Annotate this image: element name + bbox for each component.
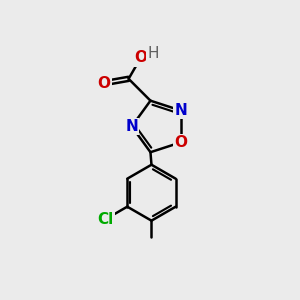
Text: H: H xyxy=(147,46,159,61)
Text: O: O xyxy=(174,135,187,150)
Text: Cl: Cl xyxy=(98,212,114,227)
Text: N: N xyxy=(174,103,187,118)
Text: O: O xyxy=(98,76,110,91)
Text: N: N xyxy=(125,119,138,134)
Text: O: O xyxy=(134,50,147,65)
